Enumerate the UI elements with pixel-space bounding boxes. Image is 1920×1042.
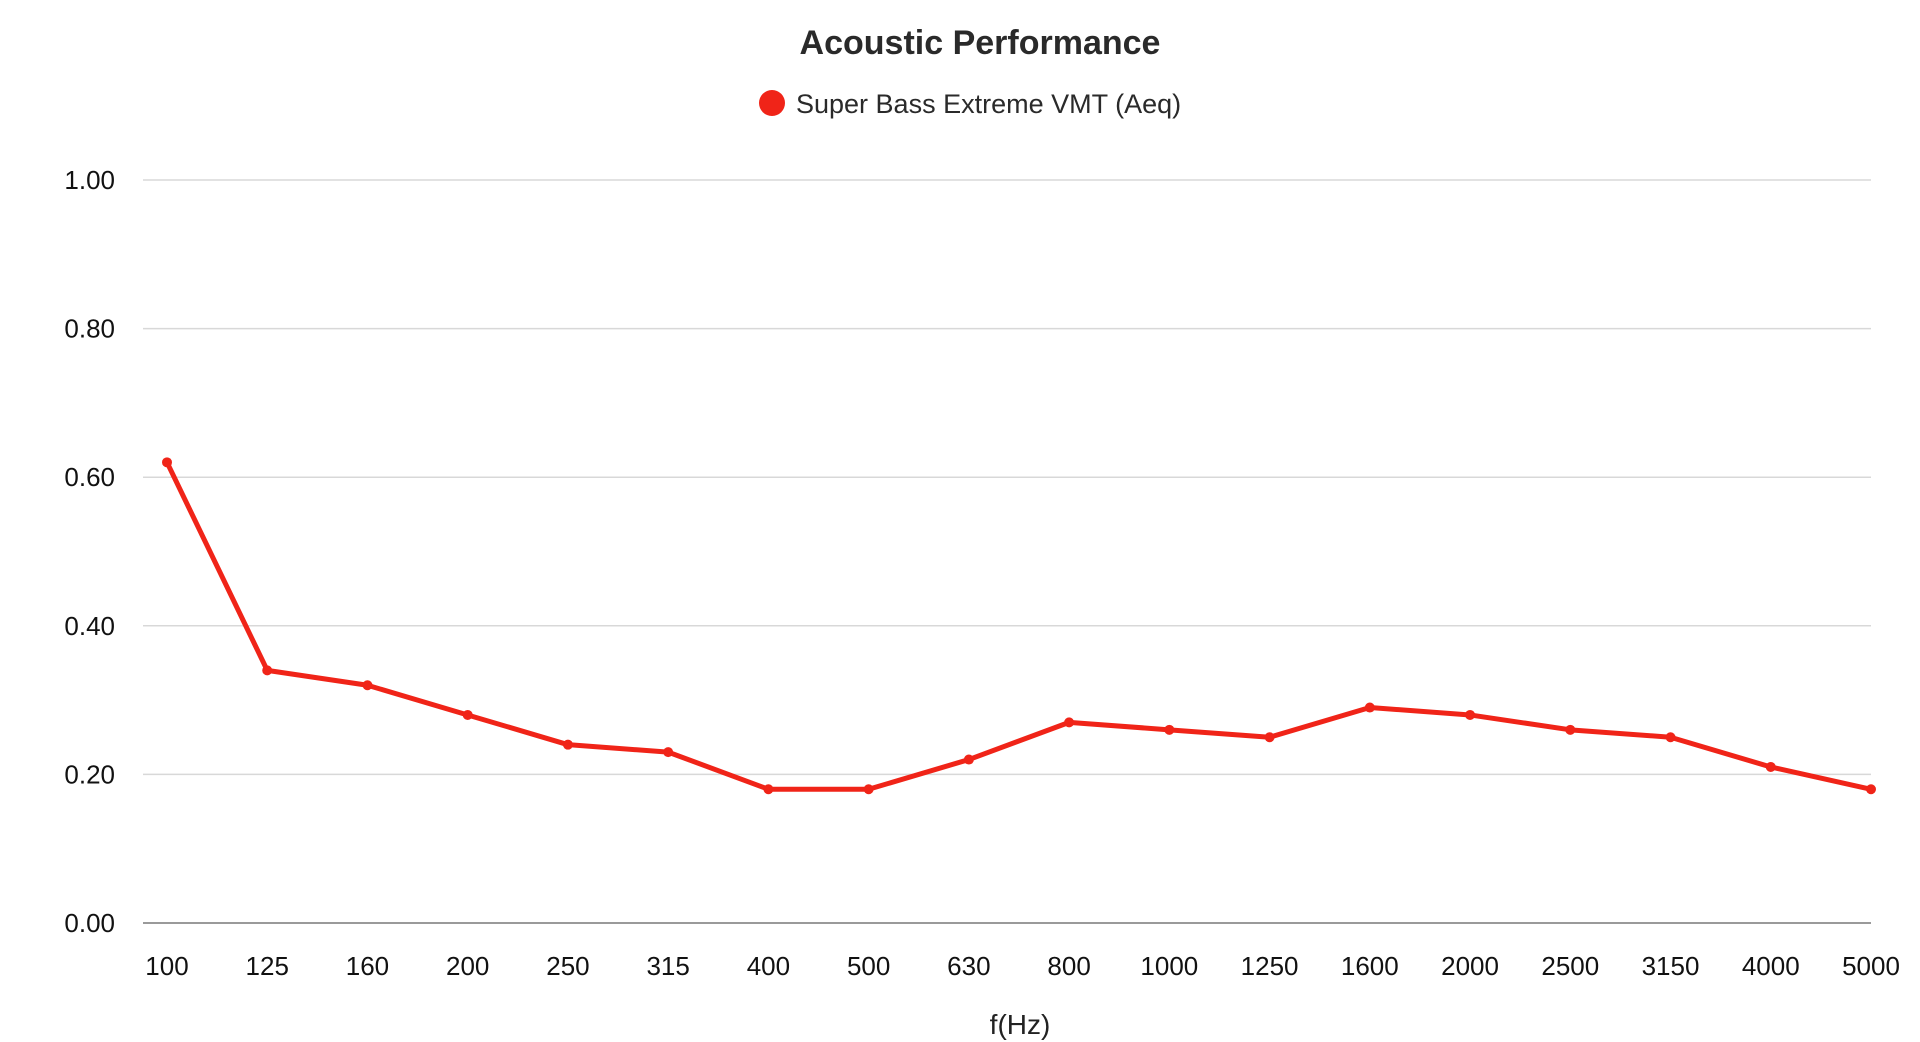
x-tick-label: 125 [246, 951, 289, 981]
data-point [663, 747, 674, 758]
y-axis-ticks: 0.00 0.20 0.40 0.60 0.80 1.00 [64, 165, 115, 938]
x-tick-label: 100 [145, 951, 188, 981]
data-point [162, 457, 172, 468]
data-point [262, 665, 273, 676]
x-tick-label: 200 [446, 951, 489, 981]
x-tick-label: 1250 [1241, 951, 1299, 981]
x-tick-label: 315 [646, 951, 689, 981]
legend-marker [759, 90, 785, 116]
data-point [1465, 709, 1476, 720]
x-tick-label: 3150 [1642, 951, 1700, 981]
data-point [362, 680, 373, 691]
gridlines [143, 179, 1871, 924]
x-axis-ticks: 100 125 160 200 250 315 400 500 630 800 1000 1250 16… [145, 951, 1900, 981]
x-tick-label: 400 [747, 951, 790, 981]
x-tick-label: 5000 [1842, 951, 1900, 981]
y-tick-label: 1.00 [64, 165, 115, 195]
data-point [763, 784, 774, 795]
data-point [1765, 761, 1776, 772]
legend: Super Bass Extreme VMT (Aeq) [759, 89, 1181, 119]
data-point [462, 709, 473, 720]
x-tick-label: 1000 [1140, 951, 1198, 981]
x-tick-label: 500 [847, 951, 890, 981]
data-point [963, 754, 974, 765]
data-point [1866, 784, 1876, 795]
x-tick-label: 630 [947, 951, 990, 981]
data-series [162, 457, 1876, 795]
legend-label: Super Bass Extreme VMT (Aeq) [796, 89, 1181, 119]
data-point [1264, 732, 1275, 743]
data-point [863, 784, 874, 795]
y-tick-label: 0.60 [64, 462, 115, 492]
data-point [562, 739, 573, 750]
chart-title: Acoustic Performance [800, 24, 1161, 62]
series-line [164, 459, 1874, 792]
x-tick-label: 250 [546, 951, 589, 981]
data-point [1565, 724, 1576, 735]
y-tick-label: 0.00 [64, 908, 115, 938]
data-point [1364, 702, 1375, 713]
x-tick-label: 160 [346, 951, 389, 981]
x-tick-label: 800 [1047, 951, 1090, 981]
x-tick-label: 2000 [1441, 951, 1499, 981]
y-tick-label: 0.20 [64, 759, 115, 789]
x-axis-label: f(Hz) [990, 1009, 1051, 1040]
x-tick-label: 4000 [1742, 951, 1800, 981]
x-tick-label: 2500 [1541, 951, 1599, 981]
data-point [1164, 724, 1175, 735]
y-tick-label: 0.80 [64, 314, 115, 344]
data-point [1064, 717, 1075, 728]
y-tick-label: 0.40 [64, 611, 115, 641]
data-point [1665, 732, 1676, 743]
x-tick-label: 1600 [1341, 951, 1399, 981]
